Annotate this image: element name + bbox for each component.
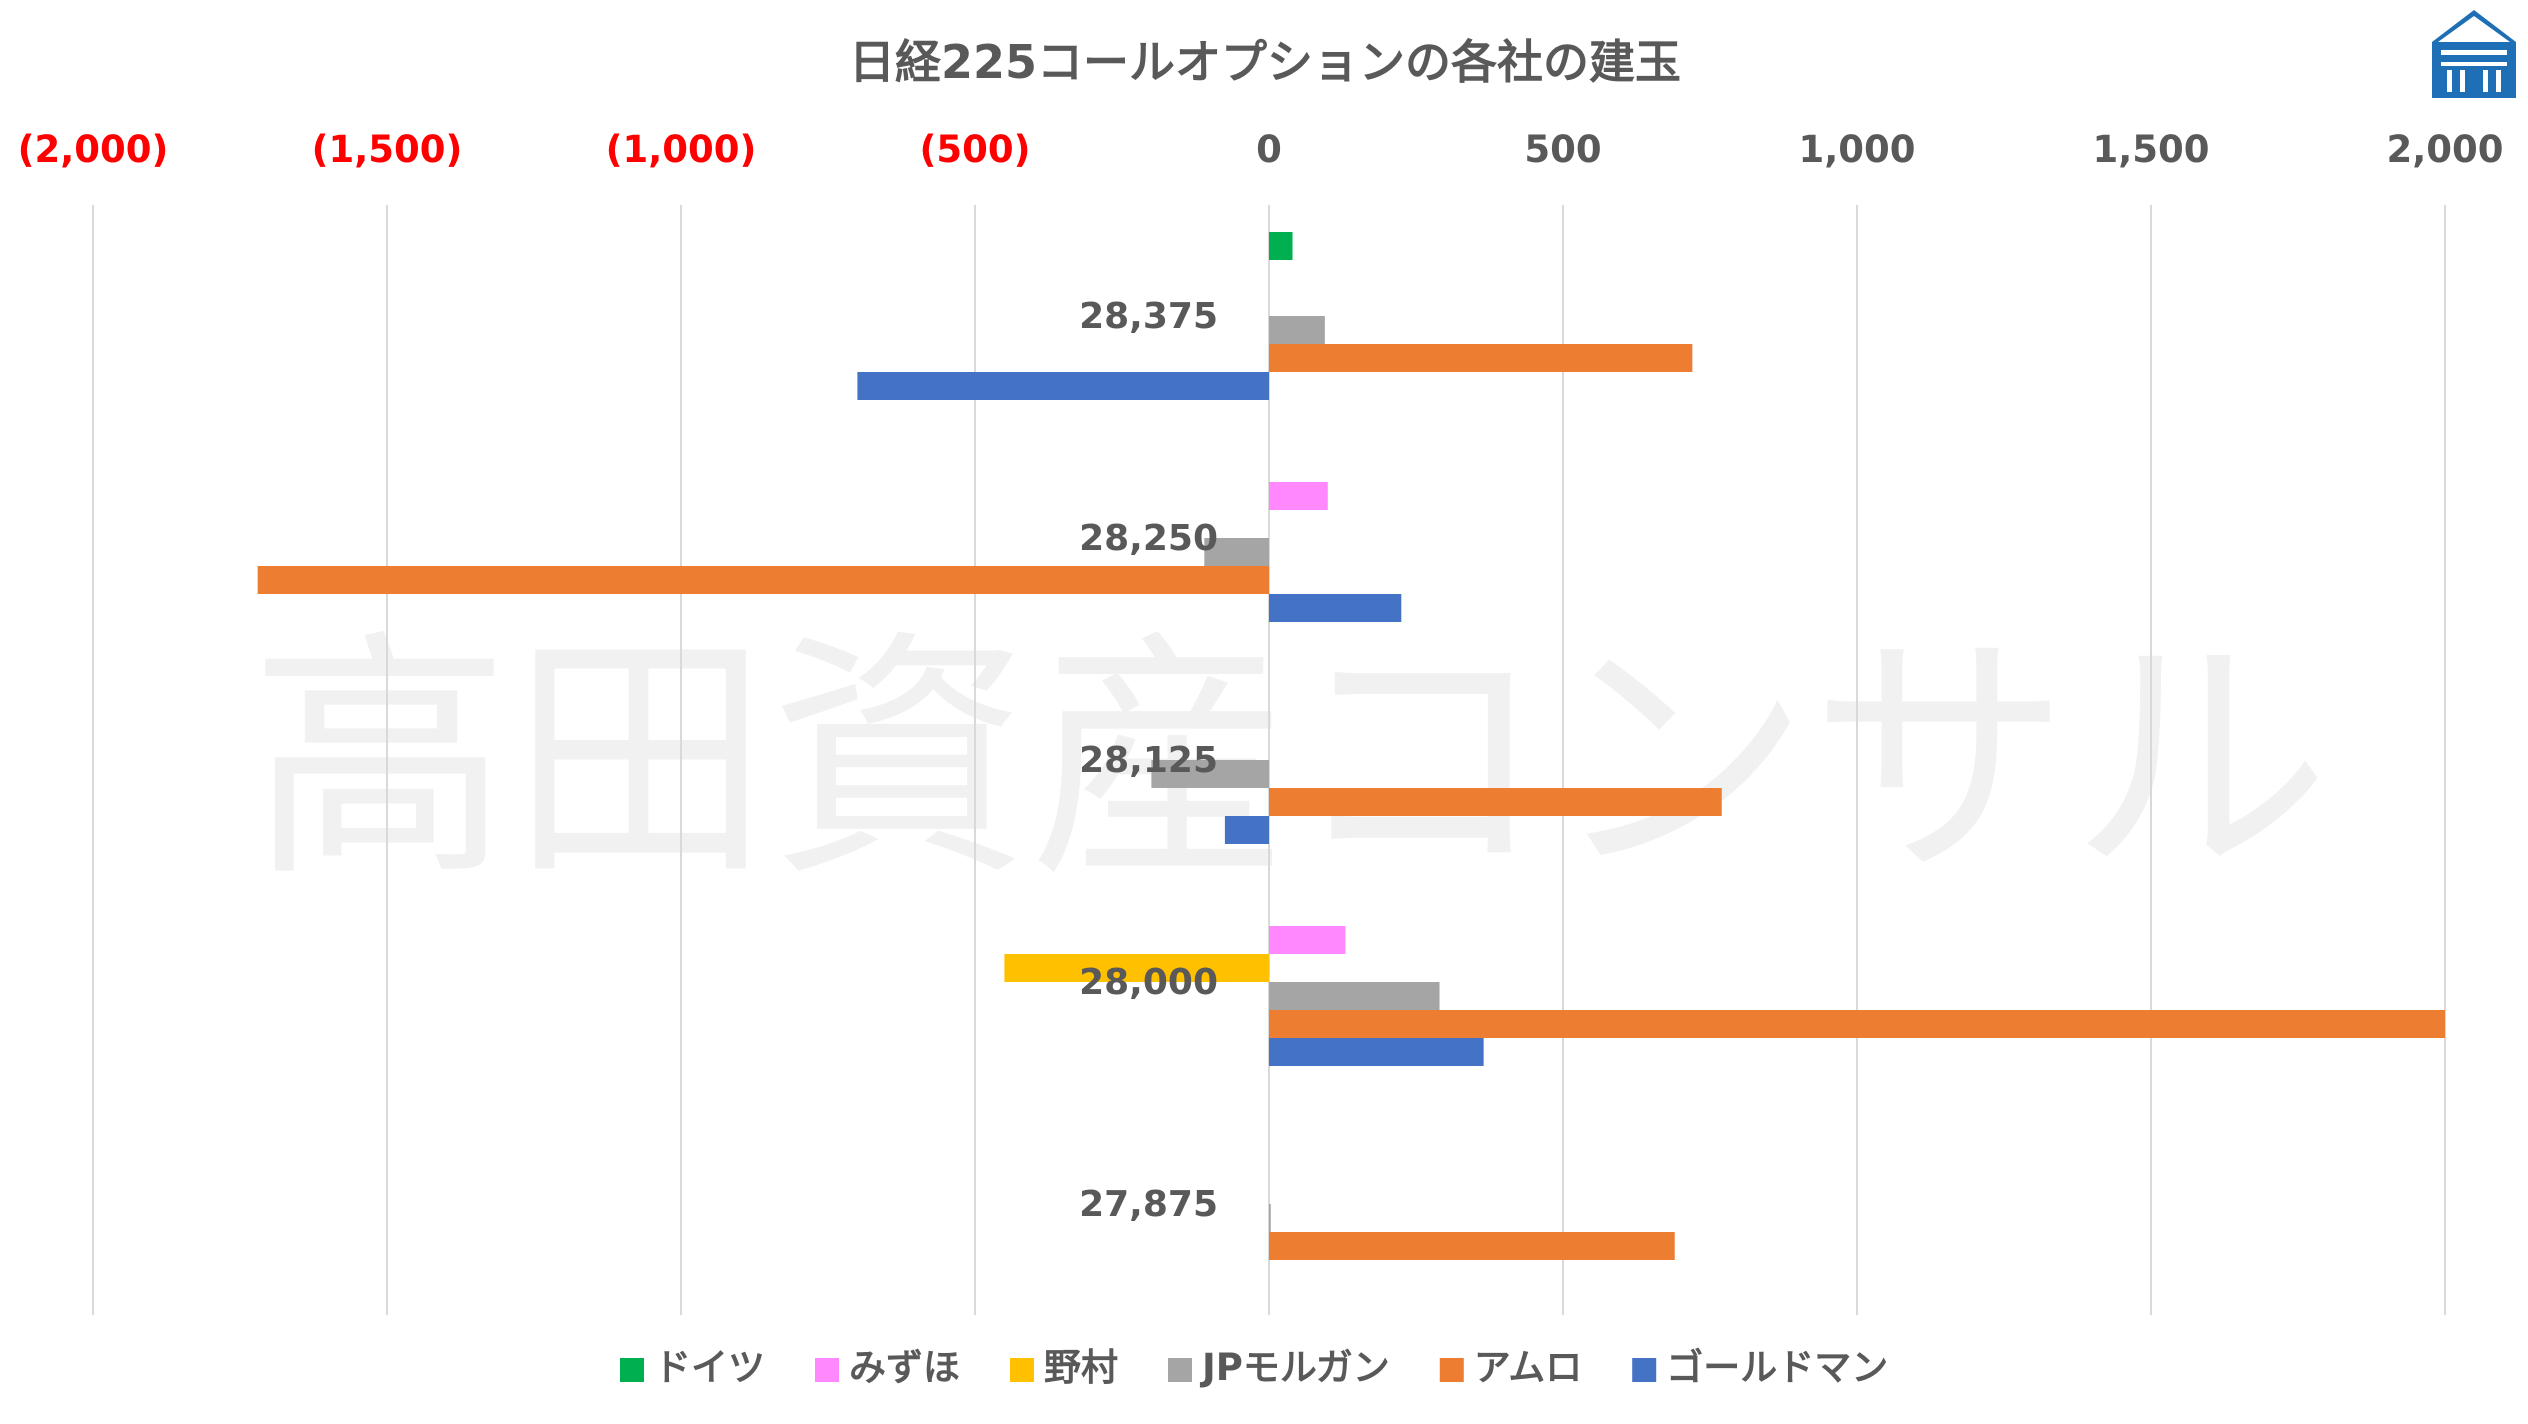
category-labels: 28,375 28,250 28,125 28,000 27,875	[1079, 296, 1218, 1225]
legend-label: みずほ	[849, 1346, 960, 1389]
watermark-text: 高田資産コンサル	[250, 610, 2330, 912]
legend-swatch	[1632, 1358, 1657, 1382]
category-label: 28,250	[1079, 518, 1218, 559]
house-logo-icon	[2432, 10, 2516, 98]
bar	[1224, 816, 1269, 844]
x-tick-label: 0	[1256, 128, 1282, 171]
bar	[1004, 954, 1269, 982]
x-tick-label: 1,500	[2092, 128, 2209, 171]
bar	[1204, 538, 1269, 566]
bar	[1269, 1010, 2445, 1038]
bar	[1269, 316, 1325, 344]
x-tick-label: 1,000	[1798, 128, 1915, 171]
bar	[1269, 1038, 1484, 1066]
category-label: 27,875	[1079, 1184, 1218, 1225]
legend-label: ドイツ	[654, 1346, 765, 1389]
legend-label: アムロ	[1474, 1346, 1582, 1389]
x-tick-label: 2,000	[2386, 128, 2503, 171]
x-tick-label: 500	[1524, 128, 1601, 171]
legend-swatch	[620, 1358, 644, 1382]
bar	[1269, 232, 1293, 260]
category-label: 28,125	[1079, 740, 1218, 781]
legend-swatch	[815, 1358, 839, 1382]
bar	[1269, 482, 1328, 510]
legend-label: ゴールドマン	[1666, 1346, 1888, 1389]
bar	[1269, 344, 1693, 372]
x-tick-label: (2,000)	[18, 128, 169, 171]
chart-title: 日経225コールオプションの各社の建玉	[849, 35, 1681, 89]
category-label: 28,000	[1079, 962, 1218, 1003]
x-tick-label: (1,500)	[312, 128, 463, 171]
category-label: 28,375	[1079, 296, 1218, 337]
bar	[1269, 982, 1440, 1010]
bar	[857, 372, 1269, 400]
bar	[1269, 926, 1346, 954]
legend-label: 野村	[1044, 1346, 1118, 1389]
bar	[1269, 788, 1722, 816]
bar	[1269, 1232, 1675, 1260]
bar	[1269, 594, 1402, 622]
legend-label: JPモルガン	[1199, 1346, 1390, 1389]
legend-swatch	[1439, 1358, 1464, 1382]
x-tick-label: (1,000)	[606, 128, 757, 171]
x-tick-label: (500)	[919, 128, 1030, 171]
x-tick-labels: (2,000) (1,500) (1,000) (500) 0 500 1,000 1,500…	[18, 128, 2504, 171]
bar	[257, 566, 1269, 594]
legend: ドイツ みずほ 野村 JPモルガン アムロ ゴールドマン	[620, 1346, 1888, 1389]
legend-swatch	[1010, 1358, 1034, 1382]
bars	[257, 232, 2445, 1260]
legend-swatch	[1168, 1358, 1192, 1382]
bar	[1269, 1204, 1271, 1232]
bar	[1151, 760, 1269, 788]
